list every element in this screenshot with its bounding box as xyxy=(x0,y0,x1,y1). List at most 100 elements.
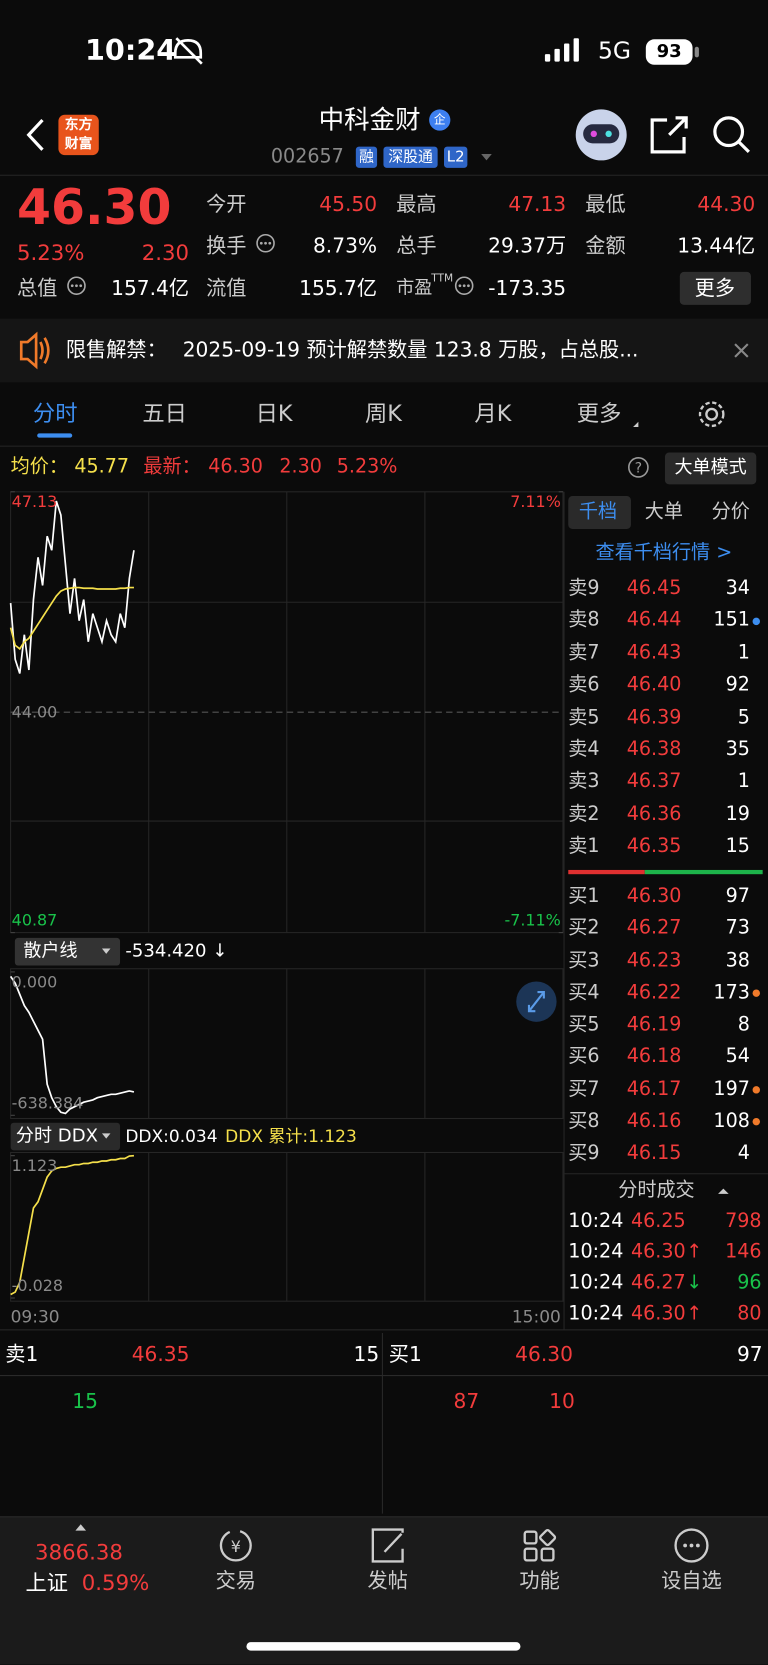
tab[interactable]: 五日 xyxy=(142,400,187,427)
book-price: 46.45 xyxy=(626,576,682,600)
tab[interactable]: 月K xyxy=(474,400,512,427)
y-tick-label: 0.000 xyxy=(11,972,58,992)
stat-label: 流值 xyxy=(206,276,247,301)
book-price: 46.15 xyxy=(626,1141,682,1165)
price-line xyxy=(10,1154,135,1296)
stat-value: 45.50 xyxy=(319,192,378,217)
book-level: 买6 xyxy=(568,1045,600,1068)
book-level: 卖1 xyxy=(568,835,600,858)
index-change: 0.59% xyxy=(81,1569,150,1596)
book-price: 46.38 xyxy=(626,738,682,761)
stock-name: 中科金财 xyxy=(318,105,421,135)
ask-queue: 15 xyxy=(72,1389,98,1414)
ask-label: 卖1 xyxy=(5,1343,39,1367)
book-volume: 35 xyxy=(725,738,750,761)
book-price: 46.27 xyxy=(626,916,682,940)
book-level: 买9 xyxy=(568,1141,600,1165)
book-level: 卖3 xyxy=(568,770,600,793)
stat-label: 市盈 xyxy=(396,277,433,300)
indicator-value: -534.420 ↓ xyxy=(125,940,228,962)
tab[interactable]: 周K xyxy=(364,400,402,427)
nav-item[interactable]: 发帖 xyxy=(367,1569,408,1593)
last-label: 最新： xyxy=(143,455,201,478)
x-tick-label: 09:30 xyxy=(10,1306,60,1327)
indicator-readout: DDX 累计:1.123 xyxy=(225,1125,357,1147)
change: 2.30 xyxy=(141,240,190,266)
book-tab[interactable]: 大单 xyxy=(644,500,683,523)
book-tab[interactable]: 分价 xyxy=(711,500,750,523)
settings-icon[interactable] xyxy=(698,401,725,428)
watchlist-icon[interactable] xyxy=(674,1528,709,1563)
indicator-title[interactable]: 分时 DDX xyxy=(15,1125,98,1147)
book-level: 买5 xyxy=(568,1013,600,1036)
tab[interactable]: 日K xyxy=(255,400,293,427)
y-tick-label: 44.00 xyxy=(11,702,58,722)
book-volume: 197 xyxy=(713,1077,750,1100)
book-price: 46.18 xyxy=(626,1045,682,1068)
more-button[interactable] xyxy=(679,271,751,305)
indicator-title[interactable]: 散户线 xyxy=(23,940,78,962)
trade-time: 10:24 xyxy=(568,1240,624,1263)
network: 5G xyxy=(598,38,631,65)
bid-price: 46.30 xyxy=(515,1343,573,1367)
y2-tick-label: -7.11% xyxy=(504,910,561,930)
book-level: 卖8 xyxy=(568,609,600,632)
trade-volume: 798 xyxy=(725,1209,762,1233)
trade-price: 46.30 xyxy=(630,1240,686,1263)
back-icon[interactable] xyxy=(26,118,44,151)
index-value[interactable]: 3866.38 xyxy=(35,1539,123,1565)
book-volume: 4 xyxy=(737,1141,750,1165)
bid-volume: 97 xyxy=(736,1343,763,1367)
logo-text: 东方 xyxy=(64,117,93,134)
book-level: 买3 xyxy=(568,949,600,972)
nav-item[interactable]: 设自选 xyxy=(661,1569,722,1593)
function-icon[interactable] xyxy=(523,1530,538,1545)
search-icon[interactable] xyxy=(713,116,745,148)
book-price: 46.35 xyxy=(626,835,682,858)
more-button-label[interactable]: 更多 xyxy=(694,276,736,301)
battery: 93 xyxy=(656,40,682,63)
trade-icon[interactable] xyxy=(219,1529,252,1562)
y-tick-label: 40.87 xyxy=(11,910,58,930)
book-volume: 38 xyxy=(725,949,750,972)
book-price: 46.19 xyxy=(626,1013,682,1036)
nav-item[interactable]: 交易 xyxy=(215,1569,256,1593)
notice-text[interactable]: 2025-09-19 预计解禁数量 123.8 万股，占总股... xyxy=(182,338,639,362)
trade-price: 46.25 xyxy=(630,1209,686,1233)
nav-item[interactable]: 功能 xyxy=(519,1569,560,1593)
book-volume: 1 xyxy=(737,641,750,664)
book-level: 卖4 xyxy=(568,738,600,761)
book-link[interactable]: 查看千档行情 > xyxy=(595,541,733,565)
post-icon[interactable] xyxy=(371,1528,404,1563)
book-tab[interactable]: 千档 xyxy=(578,500,618,523)
bid-label: 买1 xyxy=(388,1343,422,1367)
price-line xyxy=(9,975,135,1115)
book-level: 卖7 xyxy=(568,641,600,664)
index-name: 上证 xyxy=(25,1569,68,1596)
price-line xyxy=(9,586,134,651)
book-price: 46.39 xyxy=(626,705,682,729)
stat-value: 47.13 xyxy=(508,192,567,217)
book-volume: 1 xyxy=(737,770,750,793)
book-volume: 173 xyxy=(713,981,750,1004)
change-pct: 5.23% xyxy=(16,240,85,266)
book-price: 46.17 xyxy=(626,1077,682,1100)
book-level: 买7 xyxy=(568,1077,600,1100)
mode-button[interactable] xyxy=(664,452,757,485)
avg-label: 均价： xyxy=(10,455,68,478)
trades-title[interactable]: 分时成交 xyxy=(618,1179,695,1202)
share-icon[interactable] xyxy=(650,118,686,154)
svg-text:¥: ¥ xyxy=(231,1537,241,1556)
trade-arrow: ↓ xyxy=(686,1271,703,1294)
logo-text: 财富 xyxy=(64,136,93,153)
tab[interactable]: 更多 xyxy=(576,400,622,427)
trade-time: 10:24 xyxy=(568,1302,624,1325)
tab[interactable]: 分时 xyxy=(32,400,78,427)
book-price: 46.23 xyxy=(626,949,682,972)
badge: 企 xyxy=(433,113,446,127)
stock-code: 002657 xyxy=(270,145,344,168)
mode-label[interactable]: 大单模式 xyxy=(674,457,747,479)
stat-label: 总值 xyxy=(16,276,58,301)
book-volume: 5 xyxy=(737,705,750,729)
